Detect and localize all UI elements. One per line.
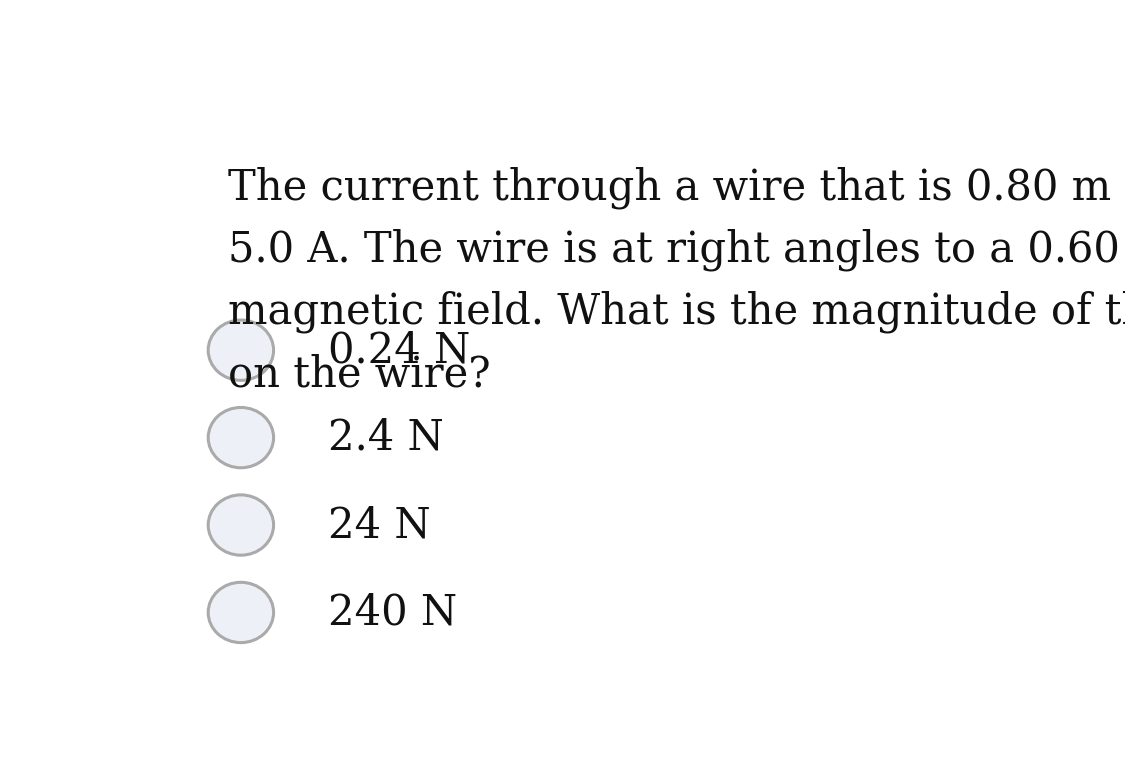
Ellipse shape (208, 495, 273, 555)
Text: 2.4 N: 2.4 N (328, 417, 444, 459)
Ellipse shape (208, 407, 273, 467)
Text: 24 N: 24 N (328, 504, 431, 546)
Ellipse shape (208, 320, 273, 381)
Text: 240 N: 240 N (328, 591, 458, 633)
Text: 0.24 N: 0.24 N (328, 329, 470, 371)
Text: The current through a wire that is 0.80 m long is
5.0 A. The wire is at right an: The current through a wire that is 0.80 … (227, 166, 1125, 395)
Ellipse shape (208, 583, 273, 643)
